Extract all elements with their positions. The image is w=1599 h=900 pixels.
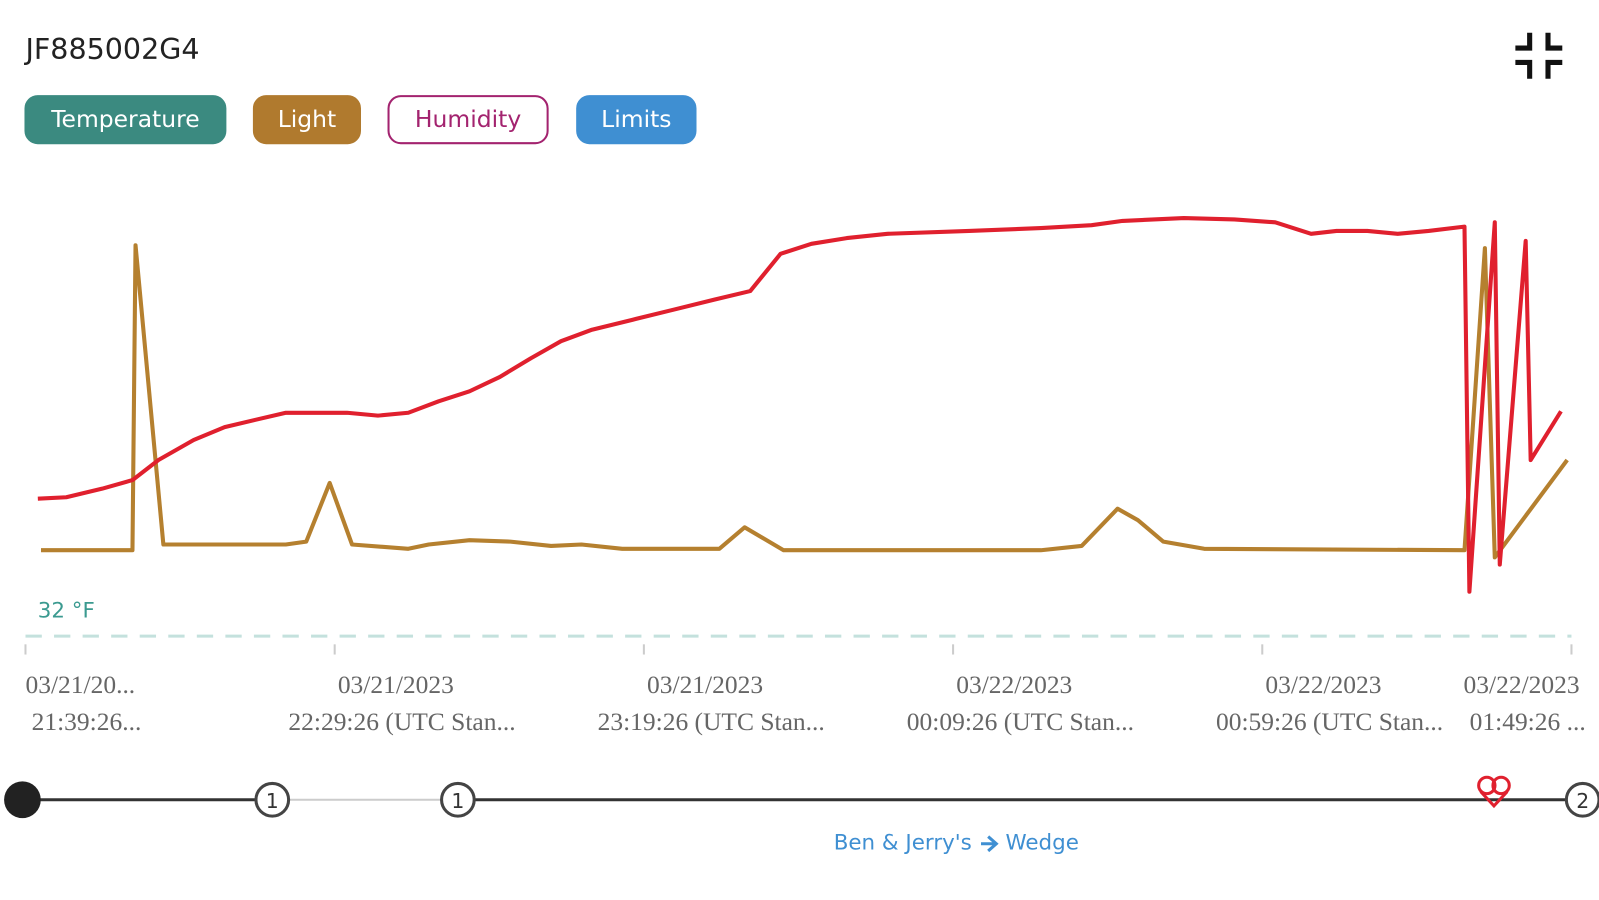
- button-label: Humidity: [415, 105, 521, 133]
- toggle-button[interactable]: Temperature: [24, 95, 227, 145]
- stop-marker[interactable]: 1: [254, 781, 291, 818]
- button-label: Light: [278, 105, 336, 133]
- stop-circle: [254, 781, 291, 818]
- x-tick-label: 03/22/2023: [956, 670, 1072, 699]
- collapse-icon[interactable]: [1515, 32, 1563, 79]
- series-toggles: Temperature Light Humidity Limits: [24, 95, 697, 145]
- x-tick-label: 23:19:26 (UTC Stan...: [598, 707, 825, 736]
- x-tick-label: 03/21/2023: [338, 670, 454, 699]
- button-label: Temperature: [50, 105, 199, 133]
- button-bg: [387, 95, 549, 145]
- stop-circle: [440, 781, 476, 818]
- stop-marker[interactable]: 1: [440, 781, 476, 818]
- route-arrow: [981, 835, 999, 853]
- alert-icon[interactable]: [1477, 775, 1511, 809]
- toggle-button[interactable]: Light: [252, 95, 361, 145]
- stop-count: 1: [451, 789, 464, 813]
- x-tick-label: 03/22/2023: [1265, 670, 1381, 699]
- button-bg: [24, 95, 227, 145]
- toggle-button[interactable]: Limits: [576, 95, 697, 145]
- timeline: 1 1 2 Ben & Jerry's Wedge: [4, 775, 1599, 856]
- x-tick-label: 00:59:26 (UTC Stan...: [1216, 707, 1443, 736]
- route-from: Ben & Jerry's: [834, 831, 972, 856]
- alert-part: [1477, 775, 1497, 796]
- stop-count: 2: [1576, 789, 1589, 813]
- route-to: Wedge: [1005, 831, 1078, 856]
- x-tick-label: 21:39:26...: [32, 707, 142, 736]
- series-line: [40, 243, 1569, 560]
- alert-part: [1479, 790, 1509, 809]
- toggle-button[interactable]: Humidity: [387, 95, 549, 145]
- button-bg: [252, 95, 361, 145]
- x-tick-label: 03/21/2023: [647, 670, 763, 699]
- icon-part: [1515, 59, 1533, 79]
- series-line: [37, 216, 1563, 594]
- origin-dot: [4, 781, 41, 819]
- icon-part: [1545, 59, 1563, 79]
- plot: 32 °F 03/21/20... 21:39:26... 03/21/2023 22:…: [24, 216, 1586, 736]
- x-tick-label: 00:09:26 (UTC Stan...: [907, 707, 1134, 736]
- route-link[interactable]: Ben & Jerry's Wedge: [834, 831, 1079, 856]
- stop-circle: [1564, 781, 1599, 818]
- button-bg: [576, 95, 697, 145]
- icon-part: [1515, 32, 1533, 51]
- x-tick-label: 03/21/20...: [25, 670, 135, 699]
- button-label: Limits: [601, 105, 671, 133]
- device-title: JF885002G4: [23, 32, 199, 66]
- stop-marker[interactable]: 2: [1564, 781, 1599, 818]
- x-tick-label: 03/22/2023: [1464, 670, 1580, 699]
- limit-label: 32 °F: [38, 599, 95, 624]
- alert-part: [1491, 775, 1511, 796]
- stop-count: 1: [266, 789, 279, 813]
- x-tick-label: 22:29:26 (UTC Stan...: [288, 707, 515, 736]
- x-tick-label: 01:49:26 ...: [1470, 707, 1586, 736]
- icon-part: [1545, 32, 1563, 51]
